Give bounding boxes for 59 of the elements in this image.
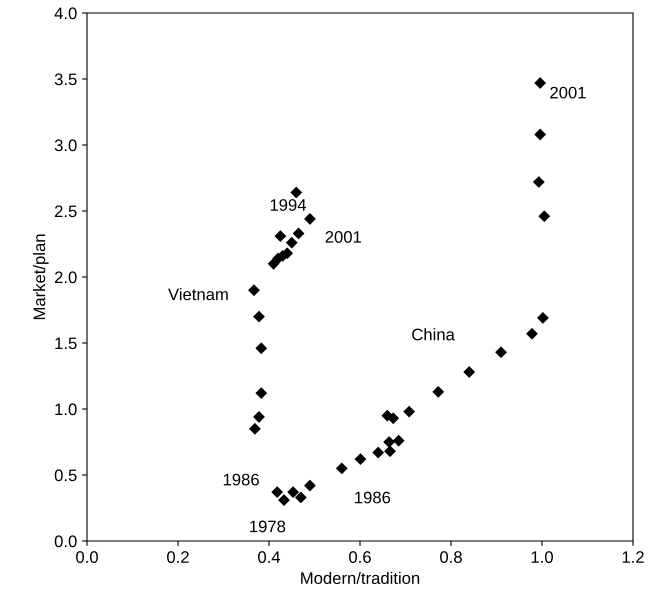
point [526,328,538,340]
point [304,213,316,225]
y-tick-label: 3.0 [54,139,77,152]
series-label: Vietnam [168,288,228,300]
point [463,366,476,378]
x-tick-label: 0.8 [440,551,462,563]
x-axis-title: Modern/tradition [301,572,420,584]
annotation: 2001 [550,86,586,99]
annotation: 1994 [270,199,306,211]
point [278,494,290,506]
point [383,436,396,448]
x-tick-label: 1.2 [622,551,644,563]
point [534,128,546,140]
point [336,462,348,474]
point [384,445,396,458]
point [255,342,268,354]
point [538,210,550,222]
point [537,312,549,324]
annotation: 1978 [250,520,286,532]
point [290,186,302,198]
y-tick-label: 2.0 [54,271,77,284]
y-tick-label: 1.0 [55,403,77,416]
series-label: China [412,328,455,340]
y-tick-label: 0.0 [54,535,77,548]
y-tick-label: 0.5 [54,469,77,482]
x-tick-label: 1.0 [532,551,553,563]
annotation: 2001 [326,231,362,243]
annotation: 1986 [355,492,390,504]
y-tick-label: 4.0 [54,7,77,20]
point [286,236,298,249]
y-tick-label: 1.5 [55,338,77,350]
point [403,406,416,418]
point [304,480,316,492]
y-tick-label: 3.5 [54,73,77,86]
point [248,284,260,296]
point [292,228,304,240]
point [287,486,300,498]
point [271,486,284,498]
point [432,386,444,398]
point [532,176,545,188]
point [534,77,546,89]
point [274,230,286,242]
point [253,411,265,423]
x-tick-label: 0.6 [349,551,371,563]
point [255,387,268,400]
point [372,446,384,458]
x-tick-label: 0.4 [258,551,280,563]
y-tick-label: 2.5 [54,205,77,218]
point [387,412,400,424]
point [294,492,307,504]
point [249,422,261,435]
point [392,434,405,447]
point [354,453,366,466]
point [253,310,265,322]
x-tick-label: 0.2 [167,551,189,563]
x-tick-label: 0.0 [76,551,98,563]
y-axis-title: Market/plan [33,234,49,320]
annotation: 1986 [224,474,259,486]
point [495,346,507,358]
